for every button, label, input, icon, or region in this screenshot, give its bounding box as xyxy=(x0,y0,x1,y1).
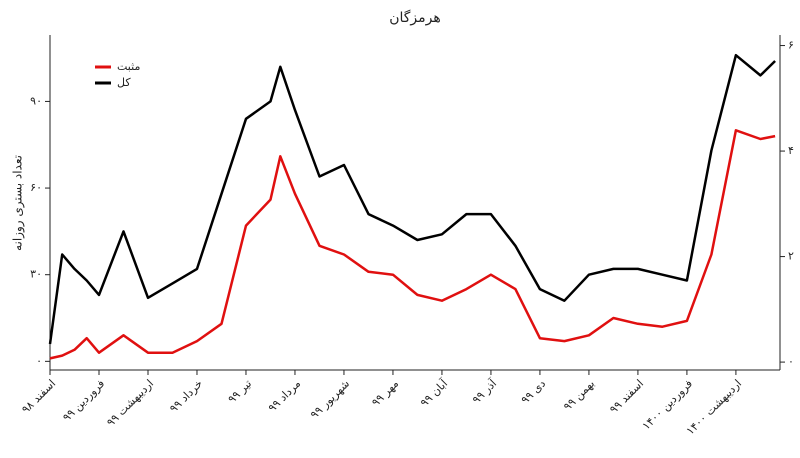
x-tick-label: مرداد ۹۹ xyxy=(266,377,304,415)
x-tick-label: اسفند ۹۹ xyxy=(607,377,646,416)
line-series xyxy=(48,53,776,345)
chart-title: هرمزگان xyxy=(389,9,441,26)
y-tick-label: ۰ xyxy=(36,354,42,367)
x-tick-label: اردیبهشت ۹۹ xyxy=(104,377,156,429)
x-tick-label: مهر ۹۹ xyxy=(369,377,401,409)
x-tick-label: فروردین ۹۹ xyxy=(60,377,107,424)
y-axis-label: تعداد بستری روزانه xyxy=(11,155,26,251)
x-tick-label: دی ۹۹ xyxy=(519,377,549,407)
x-tick-label: آذر ۹۹ xyxy=(469,376,500,407)
y-tick-label: ۶۰ xyxy=(30,181,42,194)
y2-tick-label: ۲ xyxy=(788,250,794,263)
x-tick-label: اسفند ۹۸ xyxy=(19,377,58,416)
y-tick-label: ۳۰ xyxy=(30,268,42,281)
y2-tick-label: ۰ xyxy=(788,355,794,368)
y-tick-label: ۹۰ xyxy=(30,94,42,107)
line-series xyxy=(49,129,776,360)
x-tick-label: بهمن ۹۹ xyxy=(561,377,597,413)
legend-label: کل xyxy=(117,76,131,89)
x-tick-label: آبان ۹۹ xyxy=(417,376,451,410)
y2-tick-label: ۴ xyxy=(788,144,794,157)
x-tick-label: تیر ۹۹ xyxy=(225,377,254,406)
y2-tick-label: ۶ xyxy=(788,39,794,52)
x-tick-label: خرداد ۹۹ xyxy=(167,377,205,415)
legend-label: مثبت xyxy=(117,60,140,73)
x-tick-label: شهریور ۹۹ xyxy=(308,377,352,421)
